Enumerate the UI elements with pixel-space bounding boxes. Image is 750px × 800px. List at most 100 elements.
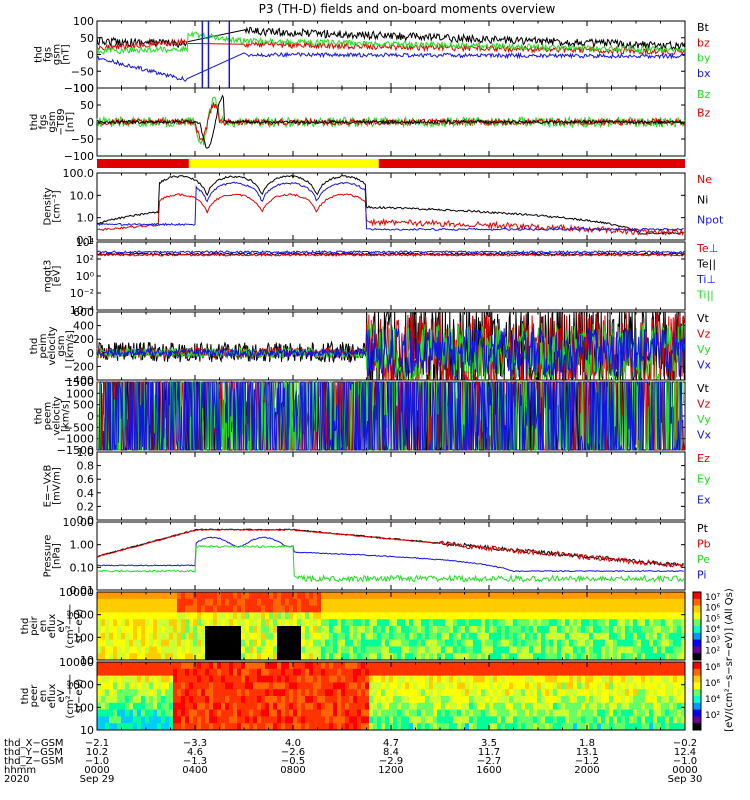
spectrogram-cell [361,682,366,690]
spectrogram-cell [553,709,558,717]
spectrogram-cell [521,598,526,607]
spectrogram-cell [609,639,614,647]
spectrogram-cell [485,675,490,683]
spectrogram-cell [97,716,102,724]
spectrogram-cell [413,592,418,600]
spectrogram-cell [209,619,214,627]
spectrogram-cell [573,646,578,654]
spectrogram-cell [477,696,482,704]
spectrogram-cell [257,696,262,704]
spectrogram-cell [577,682,582,690]
spectrogram-cell [105,702,110,711]
spectrogram-cell [105,626,110,634]
spectrogram-cell [285,619,290,627]
spectrogram-cell [101,702,106,711]
spectrogram-cell [97,639,102,647]
x-row-value: −0.2 [673,738,697,749]
spectrogram-cell [569,716,574,724]
spectrogram-cell [185,662,190,670]
spectrogram-cell [601,626,606,634]
spectrogram-cell [597,598,602,607]
y-tick-label: 0 [87,410,94,423]
spectrogram-cell [565,598,570,607]
spectrogram-cell [305,723,310,731]
spectrogram-cell [489,709,494,717]
spectrogram-cell [353,709,358,717]
spectrogram-cell [109,653,114,661]
spectrogram-cell [345,619,350,627]
spectrogram-cell [213,675,218,683]
spectrogram-cell [433,723,438,731]
spectrogram-cell [449,689,454,697]
spectrogram-cell [405,675,410,683]
spectrogram-cell [469,675,474,683]
spectrogram-cell [409,619,414,627]
spectrogram-cell [173,632,178,641]
spectrogram-cell [221,612,226,620]
spectrogram-cell [437,646,442,654]
spectrogram-cell [465,716,470,724]
spectrogram-cell [213,646,218,654]
spectrogram-cell [425,668,430,677]
spectrogram-cell [557,605,562,613]
legend-ti||: Ti|| [696,289,714,302]
spectrogram-cell [297,598,302,607]
spectrogram-cell [297,646,302,654]
spectrogram-cell [581,716,586,724]
spectrogram-cell [533,632,538,641]
y-axis-label: en [38,690,49,703]
spectrogram-cell [601,653,606,661]
spectrogram-cell [289,723,294,731]
spectrogram-cell [321,668,326,677]
spectrogram-cell [633,716,638,724]
spectrogram-cell [513,689,518,697]
spectrogram-cell [117,619,122,627]
spectrogram-cell [109,682,114,690]
spectrogram-cell [433,598,438,607]
spectrogram-cell [189,639,194,647]
spectrogram-cell [209,682,214,690]
spectrogram-cell [453,668,458,677]
spectrogram-cell [557,662,562,670]
panels: 100500−50−100thdfgsgsm[nT]Btbzbybx100500… [20,15,735,737]
spectrogram-cell [613,682,618,690]
spectrogram-cell [369,653,374,661]
spectrogram-cell [557,689,562,697]
spectrogram-cell [309,716,314,724]
spectrogram-cell [657,646,662,654]
spectrogram-cell [497,716,502,724]
spectrogram-cell [533,702,538,711]
y-axis-label: [km/s] [65,330,76,362]
spectrogram-cell [289,668,294,677]
spectrogram-cell [101,668,106,677]
spectrogram-cell [597,646,602,654]
spectrogram-cell [97,662,102,670]
spectrogram-cell [473,592,478,600]
spectrogram-cell [669,723,674,731]
colorbar-tick-label: 10⁷ [705,593,720,603]
spectrogram-cell [493,702,498,711]
spectrogram-cell [289,696,294,704]
spectrogram-cell [573,668,578,677]
spectrogram-cell [369,662,374,670]
spectrogram-cell [161,702,166,711]
spectrogram-cell [269,723,274,731]
spectrogram-cell [305,639,310,647]
spectrogram-cell [437,598,442,607]
spectrogram-cell [305,662,310,670]
spectrogram-cell [637,696,642,704]
spectrogram-cell [273,662,278,670]
spectrogram-cell [537,682,542,690]
spectrogram-cell [593,682,598,690]
spectrogram-cell [189,702,194,711]
spectrogram-cell [313,689,318,697]
spectrogram-cell [357,723,362,731]
spectrogram-cell [213,723,218,731]
spectrogram-cell [233,702,238,711]
spectrogram-cell [661,702,666,711]
spectrogram-cell [413,668,418,677]
y-tick-label: 100 [73,82,94,95]
spectrogram-cell [433,702,438,711]
spectrogram-cell [221,646,226,654]
spectrogram-cell [257,592,262,600]
